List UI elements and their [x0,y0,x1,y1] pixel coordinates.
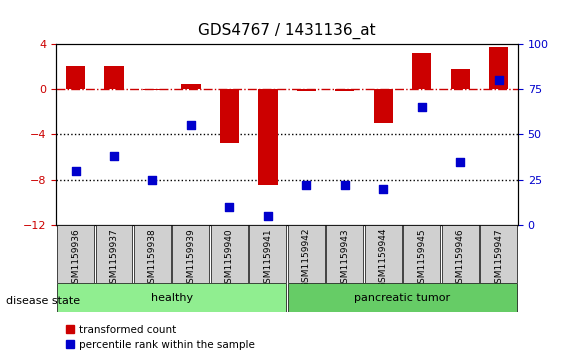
FancyBboxPatch shape [403,225,440,283]
FancyBboxPatch shape [211,225,248,283]
FancyBboxPatch shape [57,283,287,312]
Title: GDS4767 / 1431136_at: GDS4767 / 1431136_at [198,23,376,40]
Bar [412,53,431,89]
Text: GSM1159936: GSM1159936 [71,228,80,289]
Point [71,168,80,174]
Text: GSM1159940: GSM1159940 [225,228,234,289]
FancyBboxPatch shape [249,225,287,283]
Text: GSM1159939: GSM1159939 [186,228,195,289]
Bar [335,89,355,91]
Text: disease state: disease state [6,296,80,306]
Text: GSM1159944: GSM1159944 [379,228,388,289]
Point [379,186,388,192]
Point [109,153,118,159]
Point [340,182,349,188]
FancyBboxPatch shape [57,225,94,283]
Text: GSM1159938: GSM1159938 [148,228,157,289]
Text: healthy: healthy [151,293,193,303]
Text: GSM1159945: GSM1159945 [417,228,426,289]
Bar [143,89,162,90]
FancyBboxPatch shape [96,225,132,283]
FancyBboxPatch shape [172,225,209,283]
Point [417,104,426,110]
Text: pancreatic tumor: pancreatic tumor [355,293,450,303]
Point [263,213,272,219]
Bar [489,47,508,89]
Bar [220,89,239,143]
FancyBboxPatch shape [288,283,517,312]
Point [186,122,195,128]
Point [455,159,464,164]
Point [148,177,157,183]
Text: GSM1159942: GSM1159942 [302,228,311,289]
FancyBboxPatch shape [134,225,171,283]
Bar [297,89,316,91]
Bar [66,66,85,89]
Point [494,77,503,83]
Bar [374,89,393,123]
Legend: transformed count, percentile rank within the sample: transformed count, percentile rank withi… [61,321,259,354]
Text: GSM1159941: GSM1159941 [263,228,272,289]
Point [225,204,234,210]
FancyBboxPatch shape [327,225,363,283]
Text: GSM1159946: GSM1159946 [456,228,464,289]
Bar [181,84,200,89]
Point [302,182,311,188]
Text: GSM1159937: GSM1159937 [110,228,118,289]
Text: GSM1159947: GSM1159947 [494,228,503,289]
FancyBboxPatch shape [480,225,517,283]
FancyBboxPatch shape [442,225,479,283]
Bar [258,89,278,185]
Bar [450,69,470,89]
Text: GSM1159943: GSM1159943 [341,228,349,289]
Bar [104,66,124,89]
FancyBboxPatch shape [365,225,402,283]
FancyBboxPatch shape [288,225,325,283]
